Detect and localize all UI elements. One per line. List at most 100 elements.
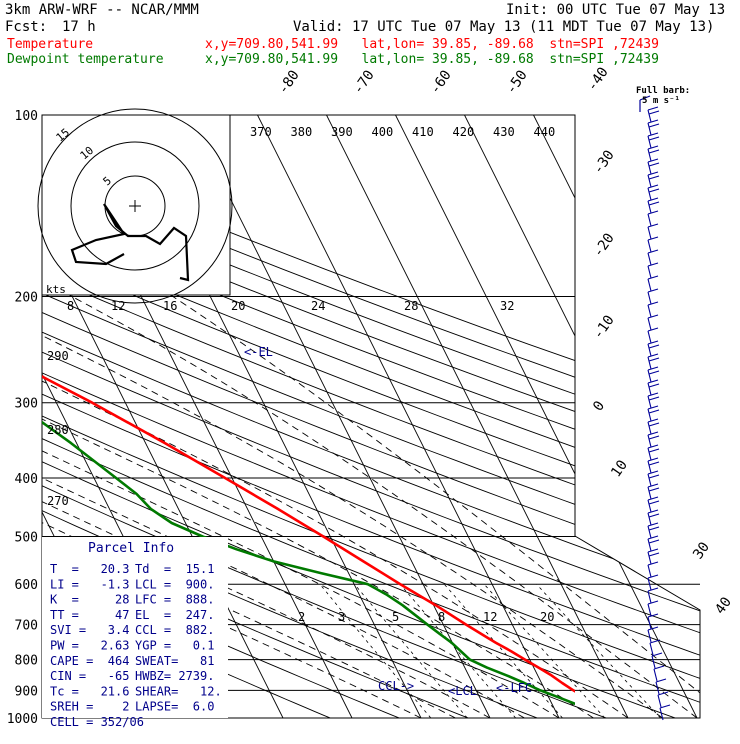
ccl-marker: CCL-> xyxy=(378,679,414,693)
parcel-row-right: EL = 247. xyxy=(135,608,214,622)
mixing-ratio-label: 2 xyxy=(298,610,305,624)
hodograph-speed-label: 20 xyxy=(231,299,245,313)
pressure-tick-label: 900 xyxy=(15,684,38,699)
wind-barb-staff xyxy=(648,331,651,343)
wind-barb-flag xyxy=(648,484,658,487)
wind-barb-flag xyxy=(648,250,658,253)
parcel-row-left: TT = 47 xyxy=(50,608,129,622)
wind-barb-flag xyxy=(648,510,658,513)
pressure-tick-label: 300 xyxy=(15,397,38,412)
wind-barb-flag xyxy=(648,458,658,461)
pressure-tick-label: 200 xyxy=(15,291,38,306)
parcel-row-left: CAPE = 464 xyxy=(50,654,129,668)
wind-barb-staff xyxy=(648,110,651,122)
wind-barb-flag xyxy=(649,436,659,439)
wind-barb-flag xyxy=(649,111,659,114)
wind-barb-flag xyxy=(648,419,658,422)
wind-barb-staff xyxy=(648,461,651,473)
wind-barb-flag xyxy=(649,462,659,465)
header-init: Init: 00 UTC Tue 07 May 13 xyxy=(506,2,725,18)
left-theta-label: 290 xyxy=(47,349,69,363)
wind-barb-staff xyxy=(648,526,651,538)
wind-barb-flag xyxy=(649,527,659,530)
wind-barb-staff xyxy=(658,695,661,707)
isotherm-label: -40 xyxy=(584,64,612,94)
wind-barb-staff xyxy=(648,396,651,408)
parcel-row-right: HWBZ= 2739. xyxy=(135,669,214,683)
wind-barb-flag xyxy=(648,575,658,578)
parcel-row-left: PW = 2.63 xyxy=(50,639,129,653)
wind-barb-staff xyxy=(648,279,651,291)
wind-barb-flag xyxy=(648,354,658,357)
wind-barb-staff xyxy=(648,630,651,642)
wind-barb-staff xyxy=(648,266,651,278)
theta-label: 410 xyxy=(412,125,434,139)
wind-barb-flag xyxy=(649,449,659,452)
wind-barb-flag xyxy=(649,514,659,517)
header-model: 3km ARW-WRF -- NCAR/MMM xyxy=(5,2,199,18)
wind-barb-flag xyxy=(652,653,662,656)
wind-barb-flag xyxy=(648,406,658,409)
isotherm-line xyxy=(189,115,491,718)
wind-barb-flag xyxy=(648,562,658,565)
theta-label: 420 xyxy=(453,125,475,139)
isotherm-line xyxy=(534,115,740,718)
barb-legend-line1: Full barb: xyxy=(636,86,690,96)
wind-barb-flag xyxy=(649,150,659,153)
wind-barb-staff xyxy=(648,513,651,525)
isotherm-label: -70 xyxy=(350,67,378,97)
wind-barb-staff xyxy=(648,617,651,629)
wind-barb-flag xyxy=(648,302,658,305)
theta-label: 400 xyxy=(372,125,394,139)
wind-barb-flag xyxy=(649,540,659,543)
isotherm-label: -20 xyxy=(590,230,618,260)
parcel-row-left: Tc = 21.6 xyxy=(50,684,129,698)
wind-barb-staff xyxy=(648,136,651,148)
wind-barb-staff xyxy=(648,422,651,434)
wind-barb-staff xyxy=(648,370,651,382)
theta-label: 430 xyxy=(493,125,515,139)
header-valid: Valid: 17 UTC Tue 07 May 13 (11 MDT Tue … xyxy=(293,19,714,35)
wind-barb-staff xyxy=(648,552,651,564)
wind-barb-staff xyxy=(648,149,651,161)
wind-barb-flag xyxy=(648,289,658,292)
hodograph-speed-label: 8 xyxy=(67,299,74,313)
wind-barbs xyxy=(640,96,670,720)
wind-barb-staff xyxy=(648,188,651,200)
mixing-ratio-label: 5 xyxy=(392,610,399,624)
wind-barb-staff xyxy=(648,318,651,330)
isotherm-line xyxy=(258,115,560,718)
wind-barb-flag xyxy=(656,679,666,682)
wind-barb-flag xyxy=(648,328,658,331)
wind-barb-flag xyxy=(660,705,670,708)
header: 3km ARW-WRF -- NCAR/MMM Init: 00 UTC Tue… xyxy=(5,2,725,67)
mixing-ratio-line xyxy=(537,584,661,718)
wind-barb-flag xyxy=(649,189,659,192)
header-dew-name: Dewpoint temperature xyxy=(7,52,164,67)
parcel-row-right: YGP = 0.1 xyxy=(135,639,214,653)
pressure-tick-label: 1000 xyxy=(7,712,38,727)
mixing-ratio-label: 8 xyxy=(438,610,445,624)
wind-barb-flag xyxy=(648,432,658,435)
wind-barb-staff xyxy=(648,214,651,226)
barb-legend-line2: 5 m s⁻¹ xyxy=(642,96,680,106)
wind-barb-flag xyxy=(649,423,659,426)
wind-barb-flag xyxy=(648,224,658,227)
wind-barb-staff xyxy=(648,435,651,447)
wind-barb-staff xyxy=(648,565,651,577)
mixing-ratio-label: 12 xyxy=(483,610,497,624)
pressure-tick-label: 600 xyxy=(15,578,38,593)
parcel-row-left: CIN = -65 xyxy=(50,669,129,683)
pressure-tick-label: 400 xyxy=(15,472,38,487)
wind-barb-staff xyxy=(648,474,651,486)
wind-barb-staff xyxy=(656,682,659,694)
wind-barb-flag xyxy=(648,263,658,266)
parcel-row-right: SHEAR= 12. xyxy=(135,684,222,698)
hodograph-speed-label: 16 xyxy=(163,299,177,313)
theta-label: 380 xyxy=(291,125,313,139)
wind-barb-flag xyxy=(648,588,658,591)
wind-barb-flag xyxy=(648,185,658,188)
barb-legend: Full barb: 5 m s⁻¹ xyxy=(636,86,690,106)
parcel-row-left: LI = -1.3 xyxy=(50,577,129,591)
